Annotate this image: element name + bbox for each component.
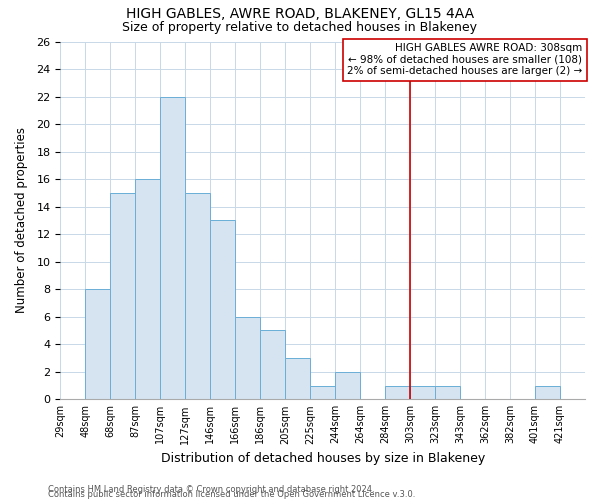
- Bar: [210, 220, 235, 400]
- Bar: [135, 179, 160, 400]
- Text: Contains HM Land Registry data © Crown copyright and database right 2024.: Contains HM Land Registry data © Crown c…: [48, 484, 374, 494]
- Bar: [310, 386, 335, 400]
- X-axis label: Distribution of detached houses by size in Blakeney: Distribution of detached houses by size …: [161, 452, 485, 465]
- Bar: [285, 358, 310, 400]
- Bar: [185, 193, 210, 400]
- Bar: [260, 330, 285, 400]
- Bar: [110, 193, 135, 400]
- Bar: [435, 386, 460, 400]
- Text: HIGH GABLES, AWRE ROAD, BLAKENEY, GL15 4AA: HIGH GABLES, AWRE ROAD, BLAKENEY, GL15 4…: [126, 8, 474, 22]
- Text: HIGH GABLES AWRE ROAD: 308sqm
← 98% of detached houses are smaller (108)
2% of s: HIGH GABLES AWRE ROAD: 308sqm ← 98% of d…: [347, 44, 583, 76]
- Text: Size of property relative to detached houses in Blakeney: Size of property relative to detached ho…: [122, 21, 478, 34]
- Y-axis label: Number of detached properties: Number of detached properties: [15, 128, 28, 314]
- Bar: [385, 386, 410, 400]
- Bar: [335, 372, 360, 400]
- Bar: [235, 316, 260, 400]
- Bar: [160, 96, 185, 400]
- Bar: [410, 386, 435, 400]
- Bar: [535, 386, 560, 400]
- Bar: [85, 289, 110, 400]
- Text: Contains public sector information licensed under the Open Government Licence v.: Contains public sector information licen…: [48, 490, 415, 499]
